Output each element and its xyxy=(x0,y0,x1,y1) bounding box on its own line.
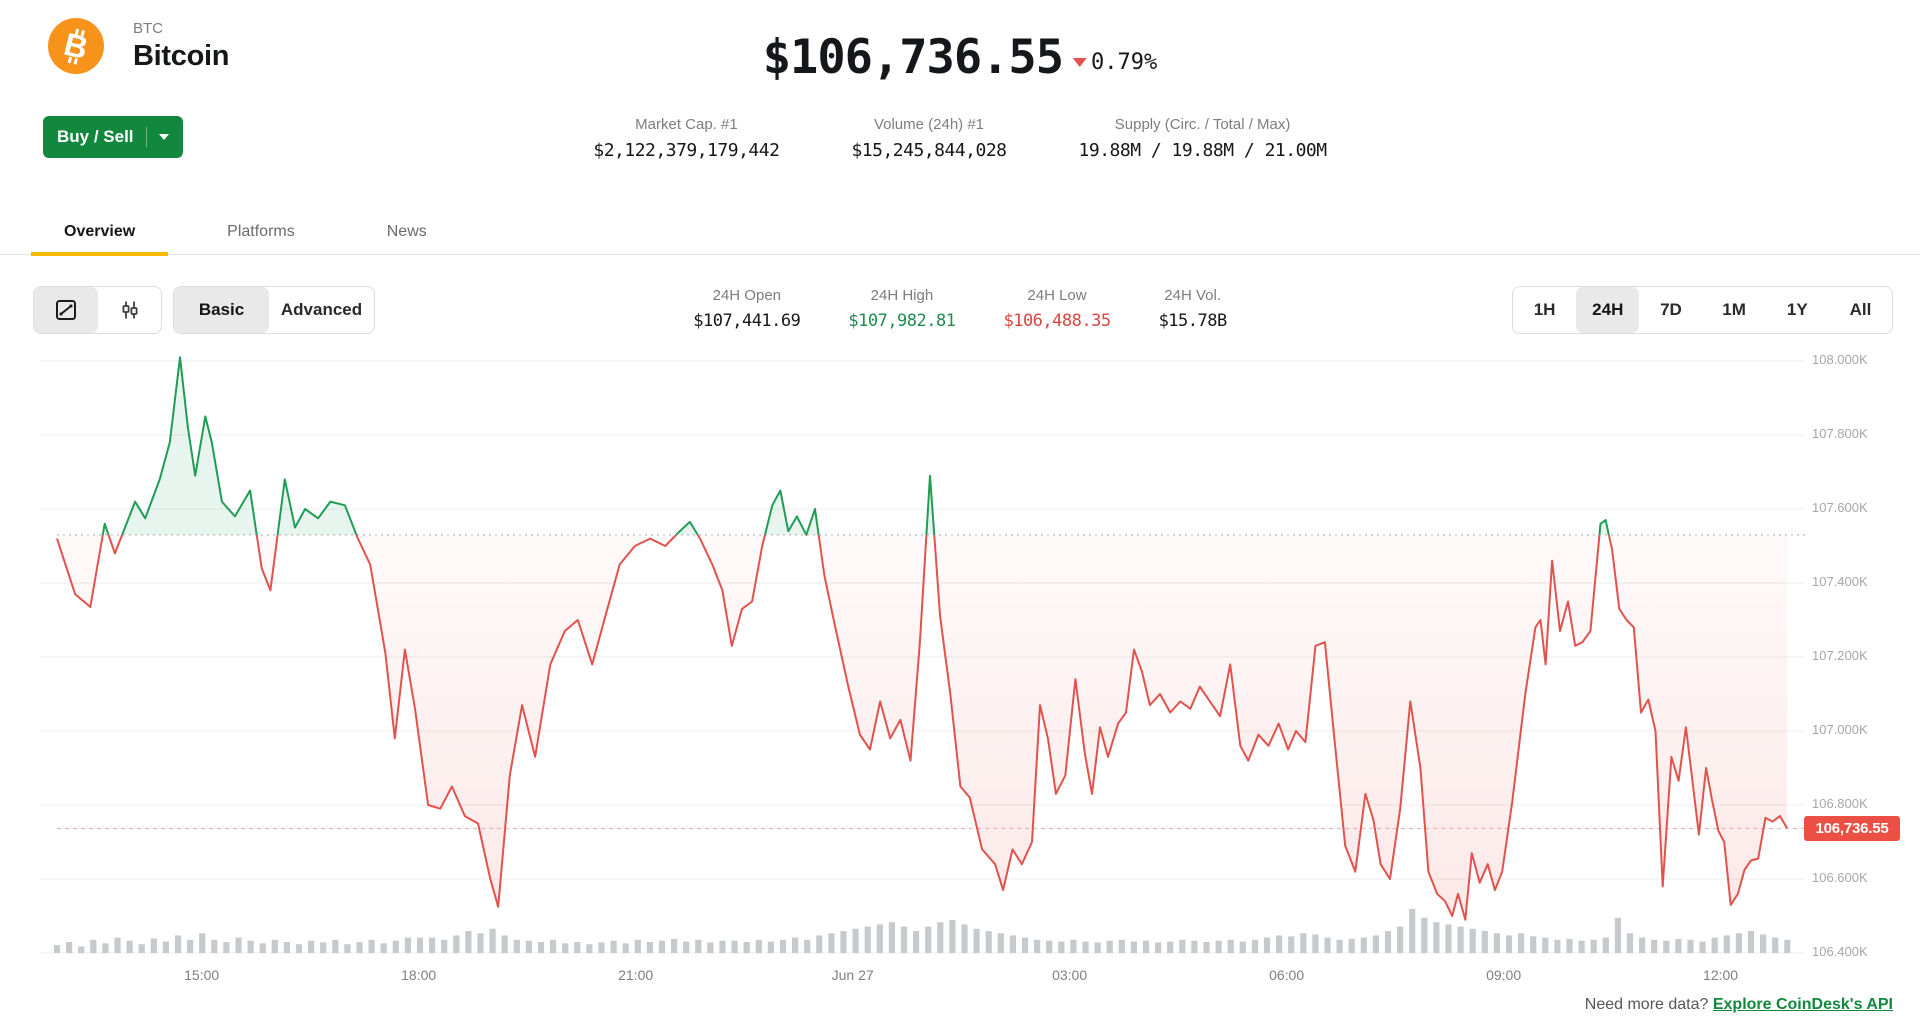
y-axis-tick: 108.000K xyxy=(1812,352,1868,367)
basic-advanced-toggle: Basic Advanced xyxy=(173,286,375,334)
low-stat: 24H Low $106,488.35 xyxy=(1003,287,1111,331)
coin-name: Bitcoin xyxy=(133,40,230,72)
supply-value: 19.88M / 19.88M / 21.00M xyxy=(1078,140,1328,161)
current-price: $106,736.55 xyxy=(762,30,1064,85)
y-axis-tick: 107.000K xyxy=(1812,722,1868,737)
supply-stat: Supply (Circ. / Total / Max) 19.88M / 19… xyxy=(1078,116,1328,161)
buy-sell-label: Buy / Sell xyxy=(57,127,134,146)
time-range-selector: 1H 24H 7D 1M 1Y All xyxy=(1512,286,1893,334)
tab-overview[interactable]: Overview xyxy=(31,214,169,256)
x-axis-tick: Jun 27 xyxy=(831,967,874,983)
y-axis-tick: 107.600K xyxy=(1812,500,1868,515)
chevron-down-icon xyxy=(158,134,169,140)
range-24h-button[interactable]: 24H xyxy=(1576,287,1640,333)
button-divider xyxy=(145,127,147,147)
explore-api-link[interactable]: Explore CoinDesk's API xyxy=(1712,996,1893,1013)
current-price-badge: 106,736.55 xyxy=(1804,815,1900,841)
y-axis-tick: 107.200K xyxy=(1812,648,1868,663)
range-all-button[interactable]: All xyxy=(1849,300,1872,319)
open-stat: 24H Open $107,441.69 xyxy=(693,287,801,331)
vol-label: 24H Vol. xyxy=(1164,287,1221,304)
supply-label: Supply (Circ. / Total / Max) xyxy=(1114,116,1291,133)
volume-stat: Volume (24h) #1 $15,245,844,028 xyxy=(851,116,1007,161)
high-label: 24H High xyxy=(870,287,934,304)
y-axis-tick: 106.800K xyxy=(1812,796,1868,811)
open-label: 24H Open xyxy=(712,287,782,304)
market-cap-label: Market Cap. #1 xyxy=(635,116,738,133)
range-1h-button[interactable]: 1H xyxy=(1533,300,1556,319)
vol-value: $15.78B xyxy=(1158,311,1228,331)
high-value: $107,982.81 xyxy=(848,311,956,331)
coin-symbol: BTC xyxy=(133,20,163,37)
volume-value: $15,245,844,028 xyxy=(851,140,1007,161)
x-axis-tick: 09:00 xyxy=(1486,967,1522,983)
price-chart-area: 108.000K 107.800K 107.600K 107.400K 107.200K… xyxy=(0,352,1920,1027)
x-axis-tick: 21:00 xyxy=(618,967,654,983)
basic-button[interactable]: Basic xyxy=(174,287,269,333)
chart-type-toggle xyxy=(33,286,162,334)
y-axis-tick: 107.800K xyxy=(1812,426,1868,441)
price-change: 0.79% xyxy=(1073,50,1157,75)
tab-news[interactable]: News xyxy=(386,223,427,240)
y-axis-tick: 106.600K xyxy=(1812,870,1868,885)
x-axis-tick: 12:00 xyxy=(1703,967,1739,983)
x-axis-tick: 03:00 xyxy=(1052,967,1088,983)
page-tabs: Overview Platforms News xyxy=(0,214,1920,256)
candlestick-chart-icon xyxy=(122,301,137,319)
advanced-button[interactable]: Advanced xyxy=(280,300,363,319)
triangle-down-icon xyxy=(1073,58,1088,67)
market-stats-row: Market Cap. #1 $2,122,379,179,442 Volume… xyxy=(0,116,1920,161)
x-axis-tick: 15:00 xyxy=(184,967,220,983)
range-1y-button[interactable]: 1Y xyxy=(1786,300,1808,319)
api-footer: Need more data? Explore CoinDesk's API xyxy=(1585,996,1893,1014)
y-axis-tick: 107.400K xyxy=(1812,574,1868,589)
range-1m-button[interactable]: 1M xyxy=(1722,300,1746,319)
bitcoin-logo-icon: B xyxy=(48,18,104,74)
range-7d-button[interactable]: 7D xyxy=(1660,300,1682,319)
tab-platforms[interactable]: Platforms xyxy=(227,223,295,240)
price-change-percent: 0.79% xyxy=(1091,50,1158,75)
line-chart-button[interactable] xyxy=(34,287,98,333)
high-stat: 24H High $107,982.81 xyxy=(848,287,956,331)
vol-stat: 24H Vol. $15.78B xyxy=(1158,287,1228,331)
market-cap-stat: Market Cap. #1 $2,122,379,179,442 xyxy=(593,116,780,161)
x-axis-tick: 18:00 xyxy=(401,967,437,983)
footer-prompt: Need more data? xyxy=(1584,996,1713,1013)
day-stats-row: 24H Open $107,441.69 24H High $107,982.8… xyxy=(693,287,1228,331)
market-cap-value: $2,122,379,179,442 xyxy=(593,140,780,161)
price-chart-canvas[interactable] xyxy=(40,355,1805,975)
low-label: 24H Low xyxy=(1027,287,1087,304)
volume-label: Volume (24h) #1 xyxy=(873,116,985,133)
open-value: $107,441.69 xyxy=(693,311,801,331)
low-value: $106,488.35 xyxy=(1003,311,1111,331)
line-chart-icon xyxy=(56,300,76,320)
candlestick-chart-button[interactable] xyxy=(98,287,161,333)
y-axis-tick: 106.400K xyxy=(1812,944,1868,959)
x-axis-tick: 06:00 xyxy=(1269,967,1305,983)
buy-sell-button[interactable]: Buy / Sell xyxy=(43,116,183,158)
current-price-block: $106,736.55 0.79% xyxy=(763,30,1158,85)
